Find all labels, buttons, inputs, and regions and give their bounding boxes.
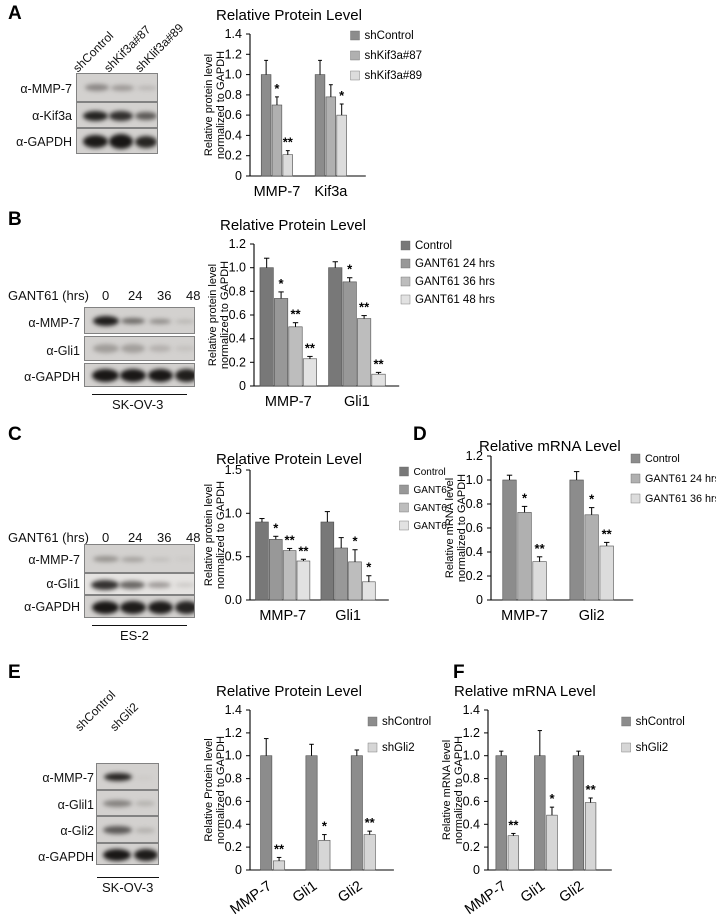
svg-text:1.4: 1.4 [225,27,242,41]
svg-text:1.2: 1.2 [466,449,483,463]
svg-text:normalized to GAPDH: normalized to GAPDH [215,51,227,159]
svg-text:shControl: shControl [365,30,414,42]
svg-text:*: * [339,88,345,103]
svg-text:0.2: 0.2 [229,355,246,369]
svg-text:0.6: 0.6 [463,794,480,808]
svg-text:Relative protein level: Relative protein level [204,54,215,156]
svg-text:shGli2: shGli2 [636,742,669,754]
svg-text:GANT61 48 hrs: GANT61 48 hrs [415,294,495,306]
svg-text:GANT61 36 hrs: GANT61 36 hrs [415,276,495,288]
svg-text:Gli2: Gli2 [579,608,605,624]
svg-text:**: ** [508,817,519,832]
svg-text:1.2: 1.2 [229,237,246,251]
svg-text:0.6: 0.6 [466,521,483,535]
svg-text:**: ** [535,541,546,556]
svg-text:**: ** [305,340,316,355]
svg-text:Relative protein level: Relative protein level [208,264,219,366]
svg-text:normalized to GAPDH: normalized to GAPDH [456,474,468,582]
svg-text:1.2: 1.2 [463,726,480,740]
svg-text:0.2: 0.2 [463,840,480,854]
svg-text:MMP-7: MMP-7 [254,184,301,200]
svg-text:normalized to GAPDH: normalized to GAPDH [453,736,465,844]
svg-text:**: ** [290,307,301,322]
svg-text:*: * [589,492,595,507]
svg-text:MMP-7: MMP-7 [462,878,509,918]
svg-text:Relative mRNA Level: Relative mRNA Level [454,683,596,700]
svg-text:GANT61 24 hrs: GANT61 24 hrs [645,473,716,485]
svg-text:1.0: 1.0 [225,68,242,82]
svg-text:1.0: 1.0 [463,749,480,763]
svg-text:Relative mRNA level: Relative mRNA level [442,740,453,840]
svg-text:MMP-7: MMP-7 [265,394,312,410]
svg-text:Gli1: Gli1 [518,878,548,906]
svg-text:GANT61 24 hrs: GANT61 24 hrs [415,258,495,270]
svg-text:Gli1: Gli1 [344,394,370,410]
svg-text:0: 0 [235,169,242,183]
svg-text:0.8: 0.8 [229,284,246,298]
svg-text:0: 0 [239,379,246,393]
svg-text:Relative mRNA level: Relative mRNA level [445,478,456,578]
svg-text:0: 0 [476,593,483,607]
svg-text:0.4: 0.4 [225,128,242,142]
svg-text:MMP-7: MMP-7 [501,608,548,624]
svg-text:0.4: 0.4 [463,817,480,831]
svg-text:*: * [274,81,280,96]
svg-text:**: ** [359,300,370,315]
svg-text:0.4: 0.4 [466,545,483,559]
svg-text:0.2: 0.2 [466,569,483,583]
svg-text:0.8: 0.8 [225,88,242,102]
svg-text:**: ** [586,782,597,797]
svg-text:Gli2: Gli2 [556,878,586,906]
svg-text:shKif3a#87: shKif3a#87 [365,50,423,62]
svg-text:0.6: 0.6 [229,308,246,322]
svg-text:0.8: 0.8 [466,497,483,511]
svg-text:Kif3a: Kif3a [314,184,348,200]
svg-text:Control: Control [415,240,452,252]
svg-text:GANT61 36 hrs: GANT61 36 hrs [645,493,716,505]
svg-text:Relative Protein Level: Relative Protein Level [220,217,366,234]
svg-text:shKif3a#89: shKif3a#89 [365,70,423,82]
svg-text:Relative Protein Level: Relative Protein Level [216,7,362,24]
svg-text:**: ** [602,526,613,541]
svg-text:**: ** [373,356,384,371]
svg-text:*: * [522,490,528,505]
svg-text:0.8: 0.8 [463,772,480,786]
svg-text:0.6: 0.6 [225,108,242,122]
svg-text:1.0: 1.0 [466,473,483,487]
svg-text:0: 0 [473,863,480,877]
svg-text:*: * [549,791,555,806]
svg-text:**: ** [283,135,294,150]
svg-text:1.2: 1.2 [225,47,242,61]
svg-text:Relative mRNA Level: Relative mRNA Level [479,438,621,455]
svg-text:normalized to GAPDH: normalized to GAPDH [219,261,231,369]
svg-text:*: * [279,276,285,291]
svg-text:*: * [347,262,353,277]
svg-text:0.4: 0.4 [229,332,246,346]
svg-text:Control: Control [645,453,680,465]
svg-text:1.0: 1.0 [229,261,246,275]
svg-text:1.4: 1.4 [463,703,480,717]
svg-text:0.2: 0.2 [225,149,242,163]
svg-text:shControl: shControl [636,716,685,728]
